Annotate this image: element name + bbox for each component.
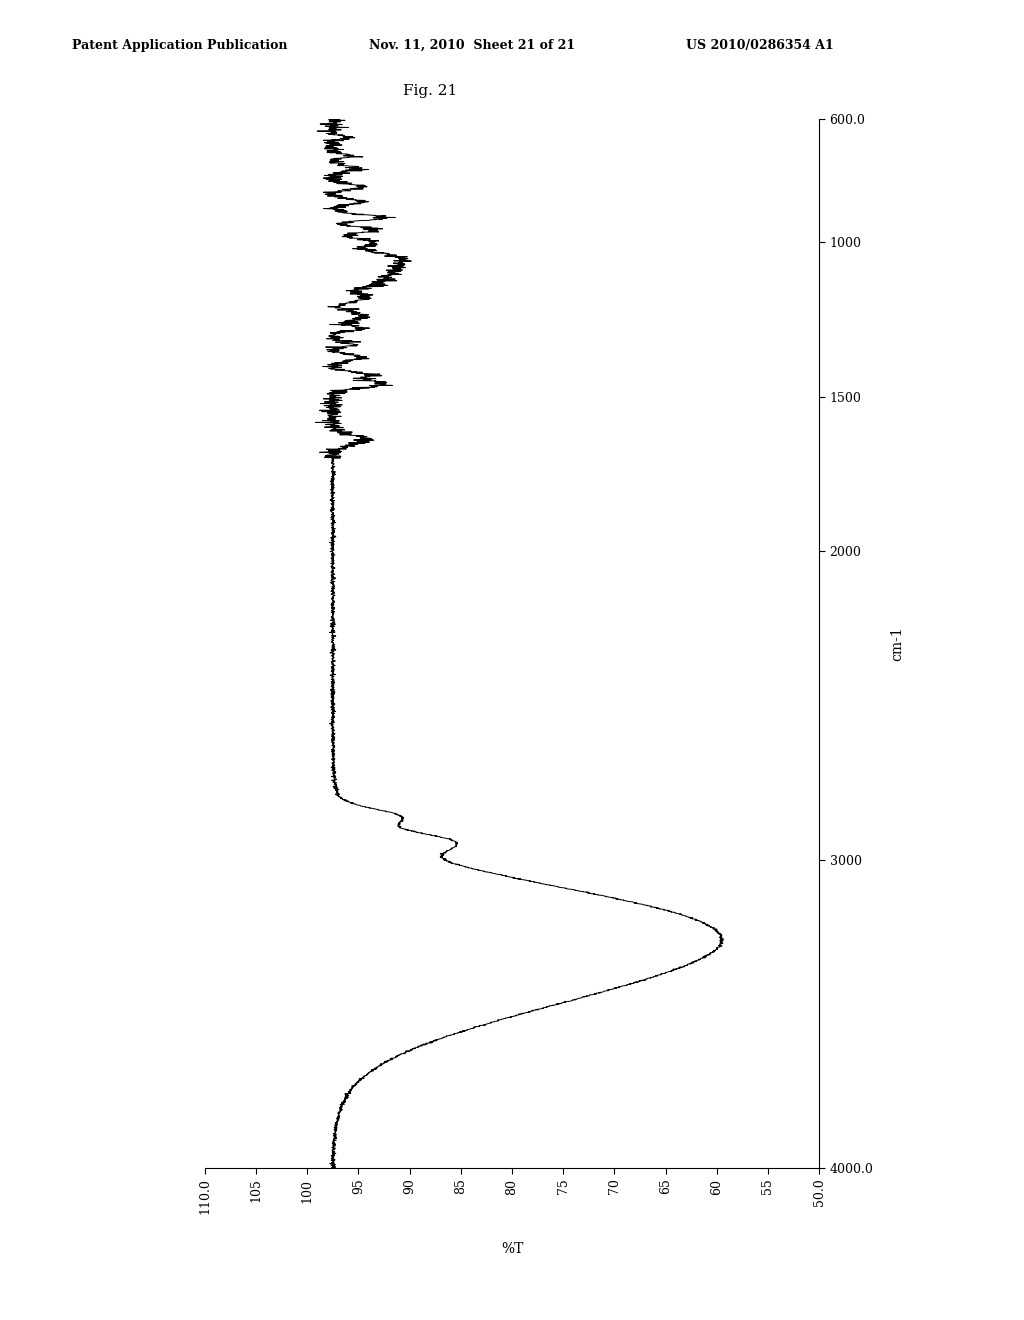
Text: US 2010/0286354 A1: US 2010/0286354 A1 (686, 38, 834, 51)
Text: Patent Application Publication: Patent Application Publication (72, 38, 287, 51)
Text: Fig. 21: Fig. 21 (403, 84, 457, 98)
X-axis label: %T: %T (501, 1242, 523, 1257)
Y-axis label: cm-1: cm-1 (890, 626, 904, 661)
Text: Nov. 11, 2010  Sheet 21 of 21: Nov. 11, 2010 Sheet 21 of 21 (369, 38, 574, 51)
